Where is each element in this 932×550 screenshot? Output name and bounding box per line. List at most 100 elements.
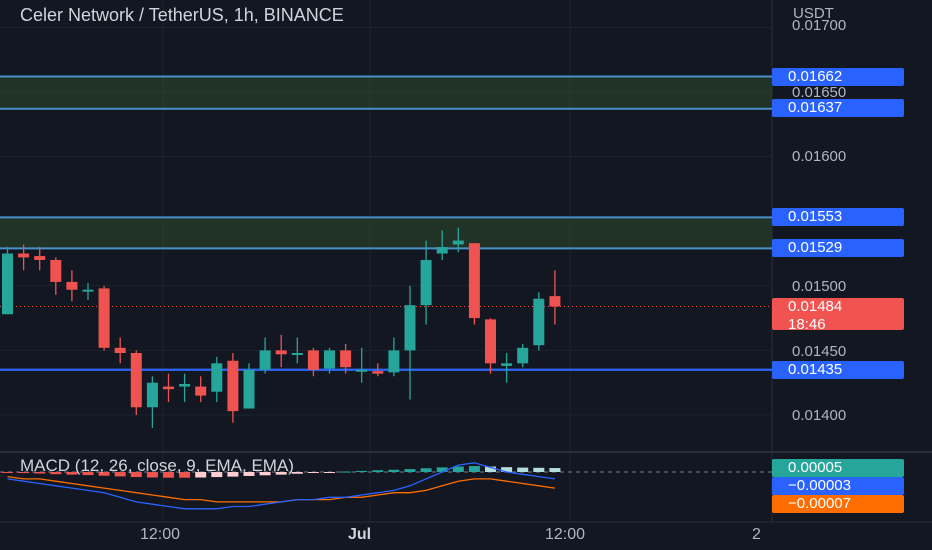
supply-zone: [0, 217, 772, 249]
macd-histogram-bar: [291, 472, 303, 474]
candle-body: [98, 288, 110, 348]
macd-histogram-bar: [82, 472, 94, 476]
candle-body: [372, 371, 384, 374]
macd-line: [7, 462, 555, 510]
level-tag: 0.01435: [772, 361, 904, 379]
candle-body: [517, 347, 529, 364]
macd-histogram-bar: [179, 472, 191, 478]
macd-histogram-bar: [18, 472, 30, 474]
macd-histogram-bar: [243, 472, 255, 476]
macd-histogram-bar: [452, 466, 464, 472]
chart-title: Celer Network / TetherUS, 1h, BINANCE: [20, 5, 344, 25]
candle-body: [2, 253, 13, 315]
candle-body: [420, 259, 432, 306]
macd-histogram-bar: [533, 467, 545, 472]
macd-histogram-bar: [227, 472, 239, 477]
macd-histogram-bar: [468, 466, 480, 472]
candle-body: [388, 350, 400, 373]
macd-histogram-bar: [2, 472, 13, 473]
macd-histogram-bar: [436, 467, 448, 472]
candle-body: [485, 319, 496, 364]
macd-histogram-bar: [324, 472, 335, 473]
candle-body: [549, 296, 561, 307]
macd-histogram-bar: [549, 468, 561, 472]
candle-body: [34, 256, 46, 260]
candle-body: [259, 350, 271, 370]
candle-body: [307, 350, 319, 370]
price-axis-label: 0.01400: [792, 407, 847, 424]
candle-body: [146, 382, 158, 408]
candle-body: [195, 386, 207, 396]
supply-zone: [0, 76, 772, 109]
macd-line-tag: −0.00003: [772, 477, 904, 495]
macd-histogram-tag: 0.00005: [772, 459, 904, 477]
macd-histogram-bar: [98, 472, 110, 476]
candle-body: [404, 305, 416, 351]
macd-histogram-bar: [34, 472, 46, 474]
macd-histogram-bar: [388, 469, 400, 472]
last-price-tag: 0.01484 18:46: [772, 298, 904, 333]
candle-body: [356, 369, 368, 372]
candle-body: [243, 369, 255, 409]
candle-body: [324, 350, 335, 369]
macd-histogram-bar: [485, 466, 496, 472]
level-tag: 0.01553: [772, 208, 904, 226]
macd-histogram-bar: [211, 472, 223, 478]
candle-body: [468, 243, 480, 319]
candle-body: [50, 259, 62, 282]
macd-histogram-bar: [275, 472, 287, 475]
macd-histogram-bar: [404, 469, 416, 472]
candle-body: [66, 281, 78, 290]
candle-body: [163, 386, 174, 390]
candle-body: [501, 363, 513, 366]
price-axis-label: 0.01450: [792, 343, 847, 360]
price-currency: USDT: [793, 5, 834, 22]
candle-body: [130, 352, 142, 408]
macd-histogram-bar: [114, 472, 126, 477]
macd-histogram-bar: [501, 467, 513, 472]
macd-title: MACD (12, 26, close, 9, EMA, EMA): [20, 456, 294, 475]
level-tag: 0.01637: [772, 99, 904, 117]
price-axis-label: 0.01700: [792, 17, 847, 34]
macd-histogram-bar: [163, 472, 174, 478]
level-tag: 0.01529: [772, 239, 904, 257]
macd-histogram-bar: [517, 467, 529, 472]
price-axis-label: 0.01500: [792, 278, 847, 295]
level-tag: 0.01662: [772, 68, 904, 86]
price-axis-label: 0.01650: [792, 84, 847, 101]
candle-body: [452, 240, 464, 245]
candle-body: [227, 360, 239, 412]
time-axis-label: 12:00: [140, 526, 181, 543]
macd-histogram-bar: [340, 471, 352, 473]
candle-countdown: 18:46: [788, 316, 826, 333]
macd-histogram-bar: [66, 472, 78, 475]
macd-histogram-bar: [130, 472, 142, 478]
macd-histogram-bar: [195, 472, 207, 478]
macd-signal-tag: −0.00007: [772, 495, 904, 513]
time-axis-label: 2: [752, 526, 761, 543]
candle-body: [275, 350, 287, 355]
macd-histogram-bar: [50, 472, 62, 475]
candle-body: [18, 253, 30, 258]
macd-histogram-bar: [259, 472, 271, 476]
macd-histogram-bar: [372, 470, 384, 472]
price-axis-label: 0.01600: [792, 148, 847, 165]
macd-histogram-bar: [146, 472, 158, 478]
candle-body: [291, 352, 303, 355]
last-price-value: 0.01484: [788, 298, 843, 315]
candle-body: [114, 347, 126, 353]
candle-body: [82, 289, 94, 292]
macd-histogram-bar: [356, 470, 368, 472]
macd-histogram-bar: [420, 468, 432, 472]
macd-histogram-bar: [307, 472, 319, 473]
candle-body: [340, 350, 352, 368]
time-axis-label: 12:00: [545, 526, 586, 543]
time-axis-label: Jul: [348, 526, 372, 543]
macd-signal-line: [7, 475, 555, 503]
candle-body: [179, 383, 191, 387]
candle-body: [436, 247, 448, 254]
candle-body: [533, 298, 545, 346]
candle-body: [211, 363, 223, 392]
